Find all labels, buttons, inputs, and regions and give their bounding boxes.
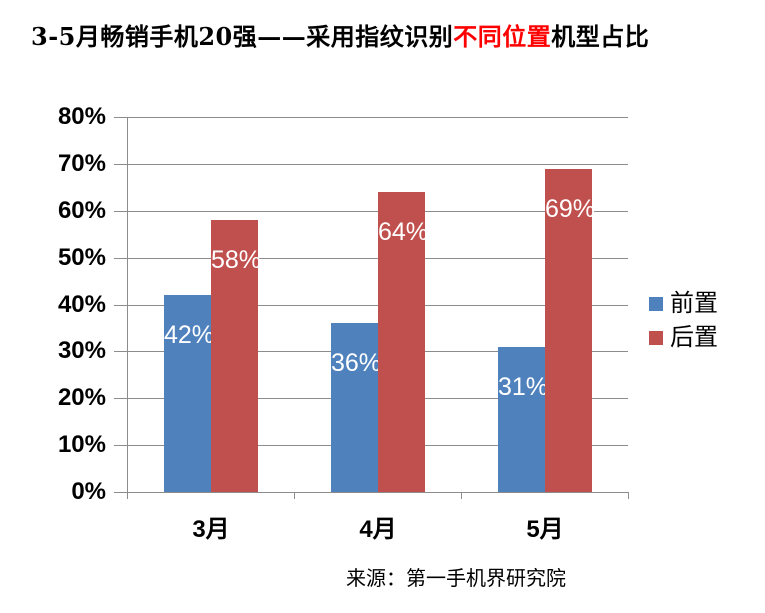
gridline [114,258,628,259]
x-axis-line [114,492,628,493]
legend-entry-后置: 后置 [649,324,718,351]
chart-title: 3-5月畅销手机20强——采用指纹识别不同位置机型占比 [31,17,649,52]
category-label: 3月 [192,516,230,543]
bar-value-label: 58% [211,246,262,274]
legend-entry-前置: 前置 [649,290,718,317]
y-tick-label: 50% [57,244,106,271]
bar-value-label: 31% [498,373,549,401]
y-tick-label: 70% [57,150,106,177]
x-axis-tick [294,492,295,499]
x-axis-tick [628,492,629,499]
source-text: 来源：第一手机界研究院 [346,566,566,590]
y-tick-label: 0% [71,478,106,505]
y-tick-label: 80% [57,103,106,130]
y-tick-label: 60% [57,197,106,224]
category-label: 4月 [359,516,397,543]
y-tick-label: 30% [57,337,106,364]
title-highlight: 不同位置 [453,22,552,51]
legend: 前置 后置 [649,290,718,358]
bar-value-label: 64% [378,218,429,246]
gridline [114,117,628,118]
bar-前置-5月: 31% [498,347,549,492]
bar-value-label: 42% [164,321,215,349]
legend-swatch-icon [649,296,663,311]
bar-前置-4月: 36% [331,323,382,492]
y-tick-label: 10% [57,431,106,458]
legend-label: 前置 [670,289,718,317]
bar-后置-4月: 64% [378,192,429,492]
legend-swatch-icon [649,330,663,345]
bar-前置-3月: 42% [164,295,215,492]
bar-后置-3月: 58% [211,220,262,492]
y-tick-label: 20% [57,384,106,411]
bar-value-label: 36% [331,349,382,377]
gridline [114,211,628,212]
title-suffix: 机型占比 [551,22,650,51]
gridline [114,164,628,165]
y-tick-label: 40% [57,291,106,318]
legend-label: 后置 [670,323,718,351]
bar-后置-5月: 69% [545,169,596,492]
x-axis-tick [461,492,462,499]
category-label: 5月 [526,516,564,543]
gridline [114,305,628,306]
title-prefix: 3-5月畅销手机20强——采用指纹识别 [31,22,454,51]
bar-value-label: 69% [545,195,596,223]
y-axis-line [127,117,128,499]
